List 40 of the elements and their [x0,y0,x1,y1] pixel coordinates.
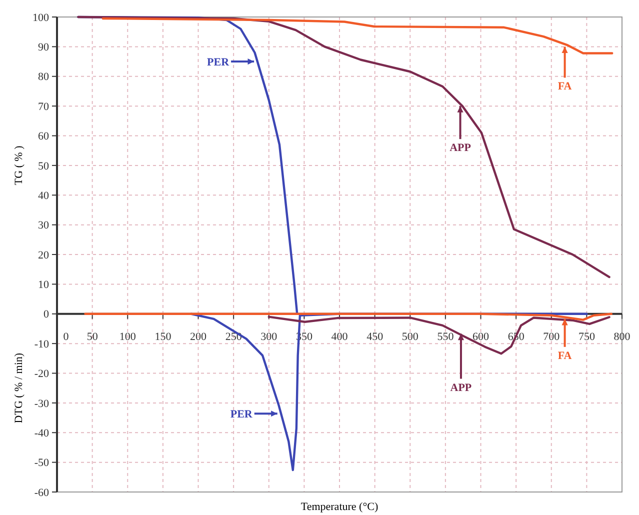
x-tick-label: 400 [331,330,348,343]
y-tick-label: 10 [38,279,50,292]
y-tick-label: 100 [32,12,50,24]
x-tick-label: 100 [119,330,136,343]
x-tick-label: 700 [543,330,560,343]
annotation: APP [450,142,472,154]
y-tick-label: 50 [38,160,50,172]
y-tick-label: -60 [34,486,50,499]
x-tick-label: 550 [437,330,454,343]
y-tick-label: 80 [38,71,50,84]
x-tick-label: 800 [614,330,631,343]
annotation: PER [207,56,230,68]
x-tick-label: 150 [154,330,172,343]
y-tick-label: 0 [44,308,50,321]
x-tick-label: 0 [63,330,70,343]
x-tick-label: 450 [366,330,384,343]
text: DTG ( % / min) [13,352,25,424]
y-tick-label: 40 [38,190,50,202]
y-tick-label: 90 [38,42,50,54]
x-tick-label: 300 [260,330,278,343]
y-tick-label: -20 [34,368,50,380]
y-tick-label: -40 [34,427,50,440]
annotation: APP [450,382,472,394]
y-axis-title: TG ( % ) [13,145,25,186]
x-axis-title: Temperature (°C) [300,501,378,513]
x-tick-label: 200 [190,330,207,343]
y-tick-label: -30 [34,398,50,410]
x-tick-label: 750 [578,330,596,343]
annotation: PER [230,408,254,420]
y-tick-label: 70 [38,100,50,113]
x-tick-label: 50 [86,330,98,343]
y-tick-label: 20 [38,249,50,262]
y-tick-label: 30 [38,220,50,232]
annotation: FA [558,80,572,93]
annotation: FA [558,350,572,362]
x-tick-label: 500 [402,330,419,343]
x-tick-label: 600 [472,330,490,343]
y-tick-label: -10 [34,338,50,350]
y-tick-label: -50 [34,457,50,470]
y-tick-label: 60 [38,130,50,143]
